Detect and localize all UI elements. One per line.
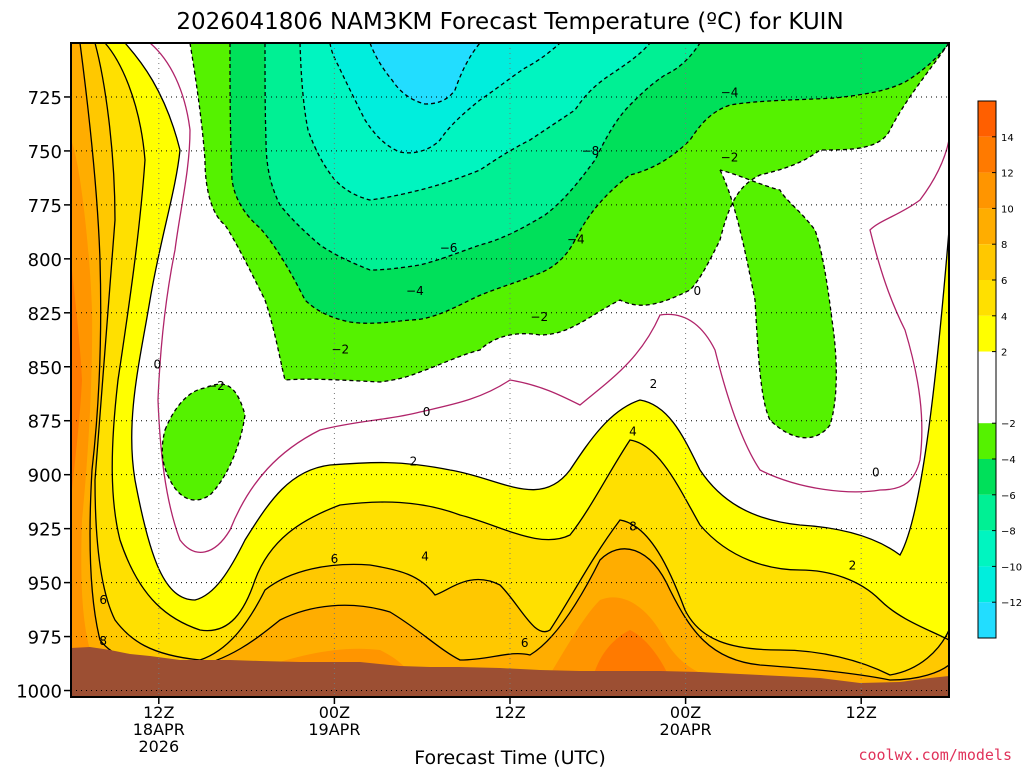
y-tick-label: 800: [28, 250, 62, 271]
y-tick-label: 875: [28, 412, 62, 433]
x-tick-label: 00Z: [319, 703, 350, 722]
ground-terrain: [71, 647, 949, 697]
contour-label: 4: [629, 425, 637, 439]
isotherm-minus12: [369, 43, 481, 105]
colorbar-band: [978, 602, 996, 638]
contour-label: 0: [423, 405, 431, 419]
colorbar-band: [978, 423, 996, 459]
x-tick-label: 00Z: [670, 703, 701, 722]
isotherm-0: [149, 43, 949, 553]
isotherm-4: [104, 43, 949, 641]
colorbar-label: −2: [1001, 419, 1016, 430]
y-tick-label: 950: [28, 574, 62, 595]
colorbar-band: [978, 172, 996, 209]
y-tick-label: 825: [28, 304, 62, 325]
y-tick-label: 750: [28, 142, 62, 163]
y-tick-label: 775: [28, 196, 62, 217]
contour-label: 0: [693, 284, 701, 298]
y-tick-label: 925: [28, 520, 62, 541]
x-tick-label: 19APR: [308, 720, 360, 739]
y-tick-label: 850: [28, 358, 62, 379]
contour-label: 6: [99, 593, 107, 607]
colorbar-label: 12: [1001, 169, 1014, 180]
colorbar-band: [978, 351, 996, 424]
colorbar-band: [978, 530, 996, 567]
isotherm-minus2: [161, 43, 949, 501]
band-ge4: [71, 43, 949, 697]
temperature-field: [71, 43, 949, 697]
contour-label: 2: [849, 558, 857, 572]
contour-label: 6: [521, 636, 529, 650]
contour-label: 4: [421, 550, 429, 564]
contour-label: −2: [721, 150, 739, 164]
contour-label: 8: [629, 519, 637, 533]
contour-label: 2: [410, 455, 418, 469]
band-le-minus2-isolated: [162, 384, 245, 500]
colorbar-band: [978, 208, 996, 245]
contour-label: −6: [440, 241, 458, 255]
contour-label: 2: [650, 377, 658, 391]
contour-label: −8: [582, 144, 600, 158]
contour-label: 6: [331, 552, 339, 566]
x-tick-label: 18APR: [133, 720, 185, 739]
colorbar: 14 12 10 8 6 4 2 −2 −4 −6 −8 −10 −12: [977, 100, 1022, 639]
x-tick-label: 12Z: [143, 703, 174, 722]
colorbar-label: 6: [1001, 276, 1007, 287]
colorbar-label: −6: [1001, 491, 1016, 502]
y-tick-label: 975: [28, 628, 62, 649]
colorbar-label: −12: [1001, 598, 1022, 609]
colorbar-band: [978, 280, 996, 316]
isotherm-minus6: [264, 43, 701, 271]
colorbar-band: [978, 494, 996, 531]
colorbar-label: 8: [1001, 240, 1007, 251]
isotherm-lines: [79, 43, 949, 681]
colorbar-label: −10: [1001, 562, 1022, 573]
colorbar-label: 10: [1001, 204, 1014, 215]
colorbar-label: 2: [1001, 348, 1007, 359]
colorbar-band: [978, 315, 996, 352]
contour-label: 8: [99, 634, 107, 648]
contour-label: 0: [872, 466, 880, 480]
contour-label: −2: [331, 342, 349, 356]
x-tick-label: 20APR: [660, 720, 712, 739]
colorbar-frame: [977, 100, 997, 639]
colorbar-label: −4: [1001, 455, 1016, 466]
colorbar-band: [978, 244, 996, 280]
x-tick-label: 12Z: [846, 703, 877, 722]
isotherm-6: [94, 43, 949, 676]
band-ge12: [71, 260, 675, 690]
isotherm-minus4: [229, 43, 949, 324]
colorbar-band: [978, 136, 996, 173]
colorbar-band: [978, 101, 996, 137]
y-axis: 725 750 775 800 825 850 875 900 925 950 975 1000: [16, 88, 71, 703]
contour-label: −2: [207, 379, 225, 393]
contour-label: −4: [567, 232, 585, 246]
y-tick-label: 900: [28, 466, 62, 487]
credit-text[interactable]: coolwx.com/models: [858, 746, 1012, 764]
x-tick-label: 12Z: [494, 703, 525, 722]
contour-label: −4: [721, 86, 739, 100]
grid-lines: [71, 43, 949, 697]
y-tick-label: 725: [28, 88, 62, 109]
contour-label: 0: [154, 358, 162, 372]
contour-label: −4: [406, 284, 424, 298]
colorbar-band: [978, 459, 996, 495]
colorbar-label: 4: [1001, 312, 1007, 323]
colorbar-label: −8: [1001, 527, 1016, 538]
x-tick-label: 2026: [138, 737, 179, 756]
x-axis-title: Forecast Time (UTC): [414, 747, 605, 768]
contour-labels: 6 8 0 −2 2 0 6 4 −2 −4 −6 −8 −4 −2 0 2 4 8 6 −4 −2 0 2: [99, 86, 879, 650]
band-le-minus12: [370, 43, 480, 104]
colorbar-label: 14: [1001, 133, 1014, 144]
isotherm-2: [124, 43, 949, 601]
chart-title: 2026041806 NAM3KM Forecast Temperature (…: [176, 9, 843, 35]
colorbar-band: [978, 566, 996, 603]
contour-label: −2: [530, 310, 548, 324]
y-tick-label: 1000: [16, 682, 62, 703]
isotherm-minus8: [299, 43, 651, 201]
